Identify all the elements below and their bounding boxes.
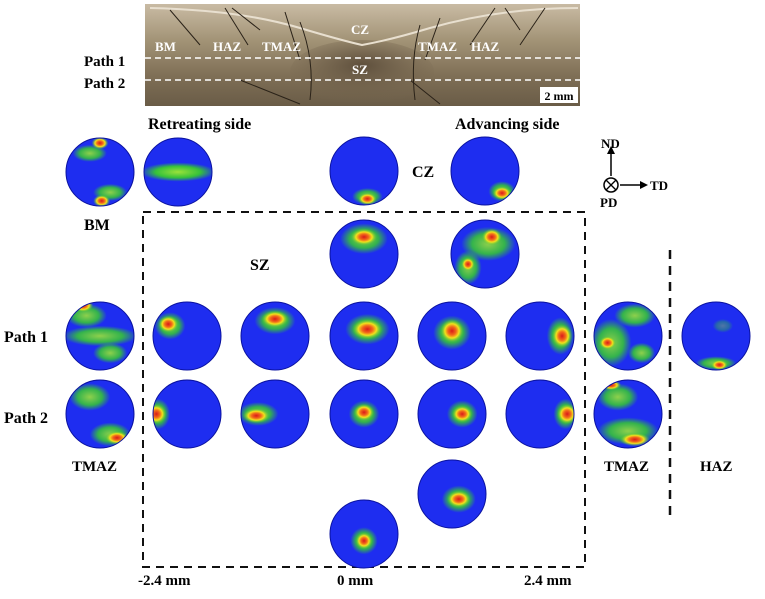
pole-path2-sz-2 <box>240 379 310 449</box>
retreating-side-label: Retreating side <box>148 116 251 133</box>
pole-path1-sz-2 <box>240 301 310 371</box>
pd-label: PD <box>600 195 617 210</box>
pole-path1-tmaz-right <box>593 301 663 371</box>
td-arrowhead <box>640 181 648 189</box>
pole-path2-tmaz-right <box>593 379 663 449</box>
pole-cz-2 <box>450 136 520 206</box>
micro-path1-label: Path 1 <box>84 54 125 70</box>
tmaz-left-label: TMAZ <box>72 459 117 475</box>
pole-bm-1 <box>65 137 135 207</box>
pole-path2-tmaz <box>65 379 135 449</box>
micro-path2-label: Path 2 <box>84 76 125 92</box>
pole-sz-top-1 <box>329 219 399 289</box>
pole-figures <box>65 136 751 569</box>
micro-label-tmaz-left: TMAZ <box>262 39 301 54</box>
bm-label: BM <box>84 217 110 234</box>
pole-path2-sz-4 <box>417 379 487 449</box>
path2-row-label: Path 2 <box>4 410 48 427</box>
sz-label: SZ <box>250 257 270 274</box>
pole-cz-1 <box>329 136 399 206</box>
micro-label-sz: SZ <box>352 62 368 77</box>
micro-label-haz-left: HAZ <box>213 39 242 54</box>
pole-sz-top-2 <box>450 219 520 289</box>
nd-arrowhead <box>607 146 615 154</box>
micro-label-tmaz-right: TMAZ <box>418 39 457 54</box>
tmaz-right-label: TMAZ <box>604 459 649 475</box>
zone-boundaries <box>169 7 546 105</box>
micro-label-cz: CZ <box>351 22 369 37</box>
advancing-side-label: Advancing side <box>455 116 559 133</box>
stir-zone-dashed-box <box>142 211 586 568</box>
scale-bar-label: 2 mm <box>545 89 574 103</box>
cz-label: CZ <box>412 164 434 181</box>
pole-path2-sz-3 <box>329 379 399 449</box>
micro-label-haz-right: HAZ <box>471 39 500 54</box>
pole-sz-bottom-2 <box>329 499 399 569</box>
nd-label: ND <box>601 136 620 151</box>
pole-path1-haz <box>681 301 751 371</box>
weld-surface-line <box>149 7 579 47</box>
micro-label-bm: BM <box>155 39 176 54</box>
td-label: TD <box>650 178 668 193</box>
haz-label: HAZ <box>700 459 733 475</box>
pole-path1-sz-1 <box>152 301 222 371</box>
pole-bm-2 <box>143 137 213 207</box>
pole-sz-bottom-1 <box>417 459 487 529</box>
pole-path2-sz-5 <box>505 379 575 449</box>
pole-path1-sz-4 <box>417 301 487 371</box>
pole-path1-tmaz <box>65 301 135 371</box>
path1-row-label: Path 1 <box>4 329 48 346</box>
position-tick-right: 2.4 mm <box>524 573 572 589</box>
weld-nugget <box>290 40 434 104</box>
position-tick-center: 0 mm <box>337 573 374 589</box>
pole-path1-sz-5 <box>505 301 575 371</box>
pole-path1-sz-3 <box>329 301 399 371</box>
position-tick-left: -2.4 mm <box>138 573 191 589</box>
coordinate-axes: ND TD PD <box>600 136 668 210</box>
scale-bar-box <box>540 87 578 103</box>
micrograph: BM HAZ TMAZ CZ SZ TMAZ HAZ 2 mm Path 1 P… <box>84 4 580 106</box>
pole-path2-sz-1 <box>152 379 222 449</box>
